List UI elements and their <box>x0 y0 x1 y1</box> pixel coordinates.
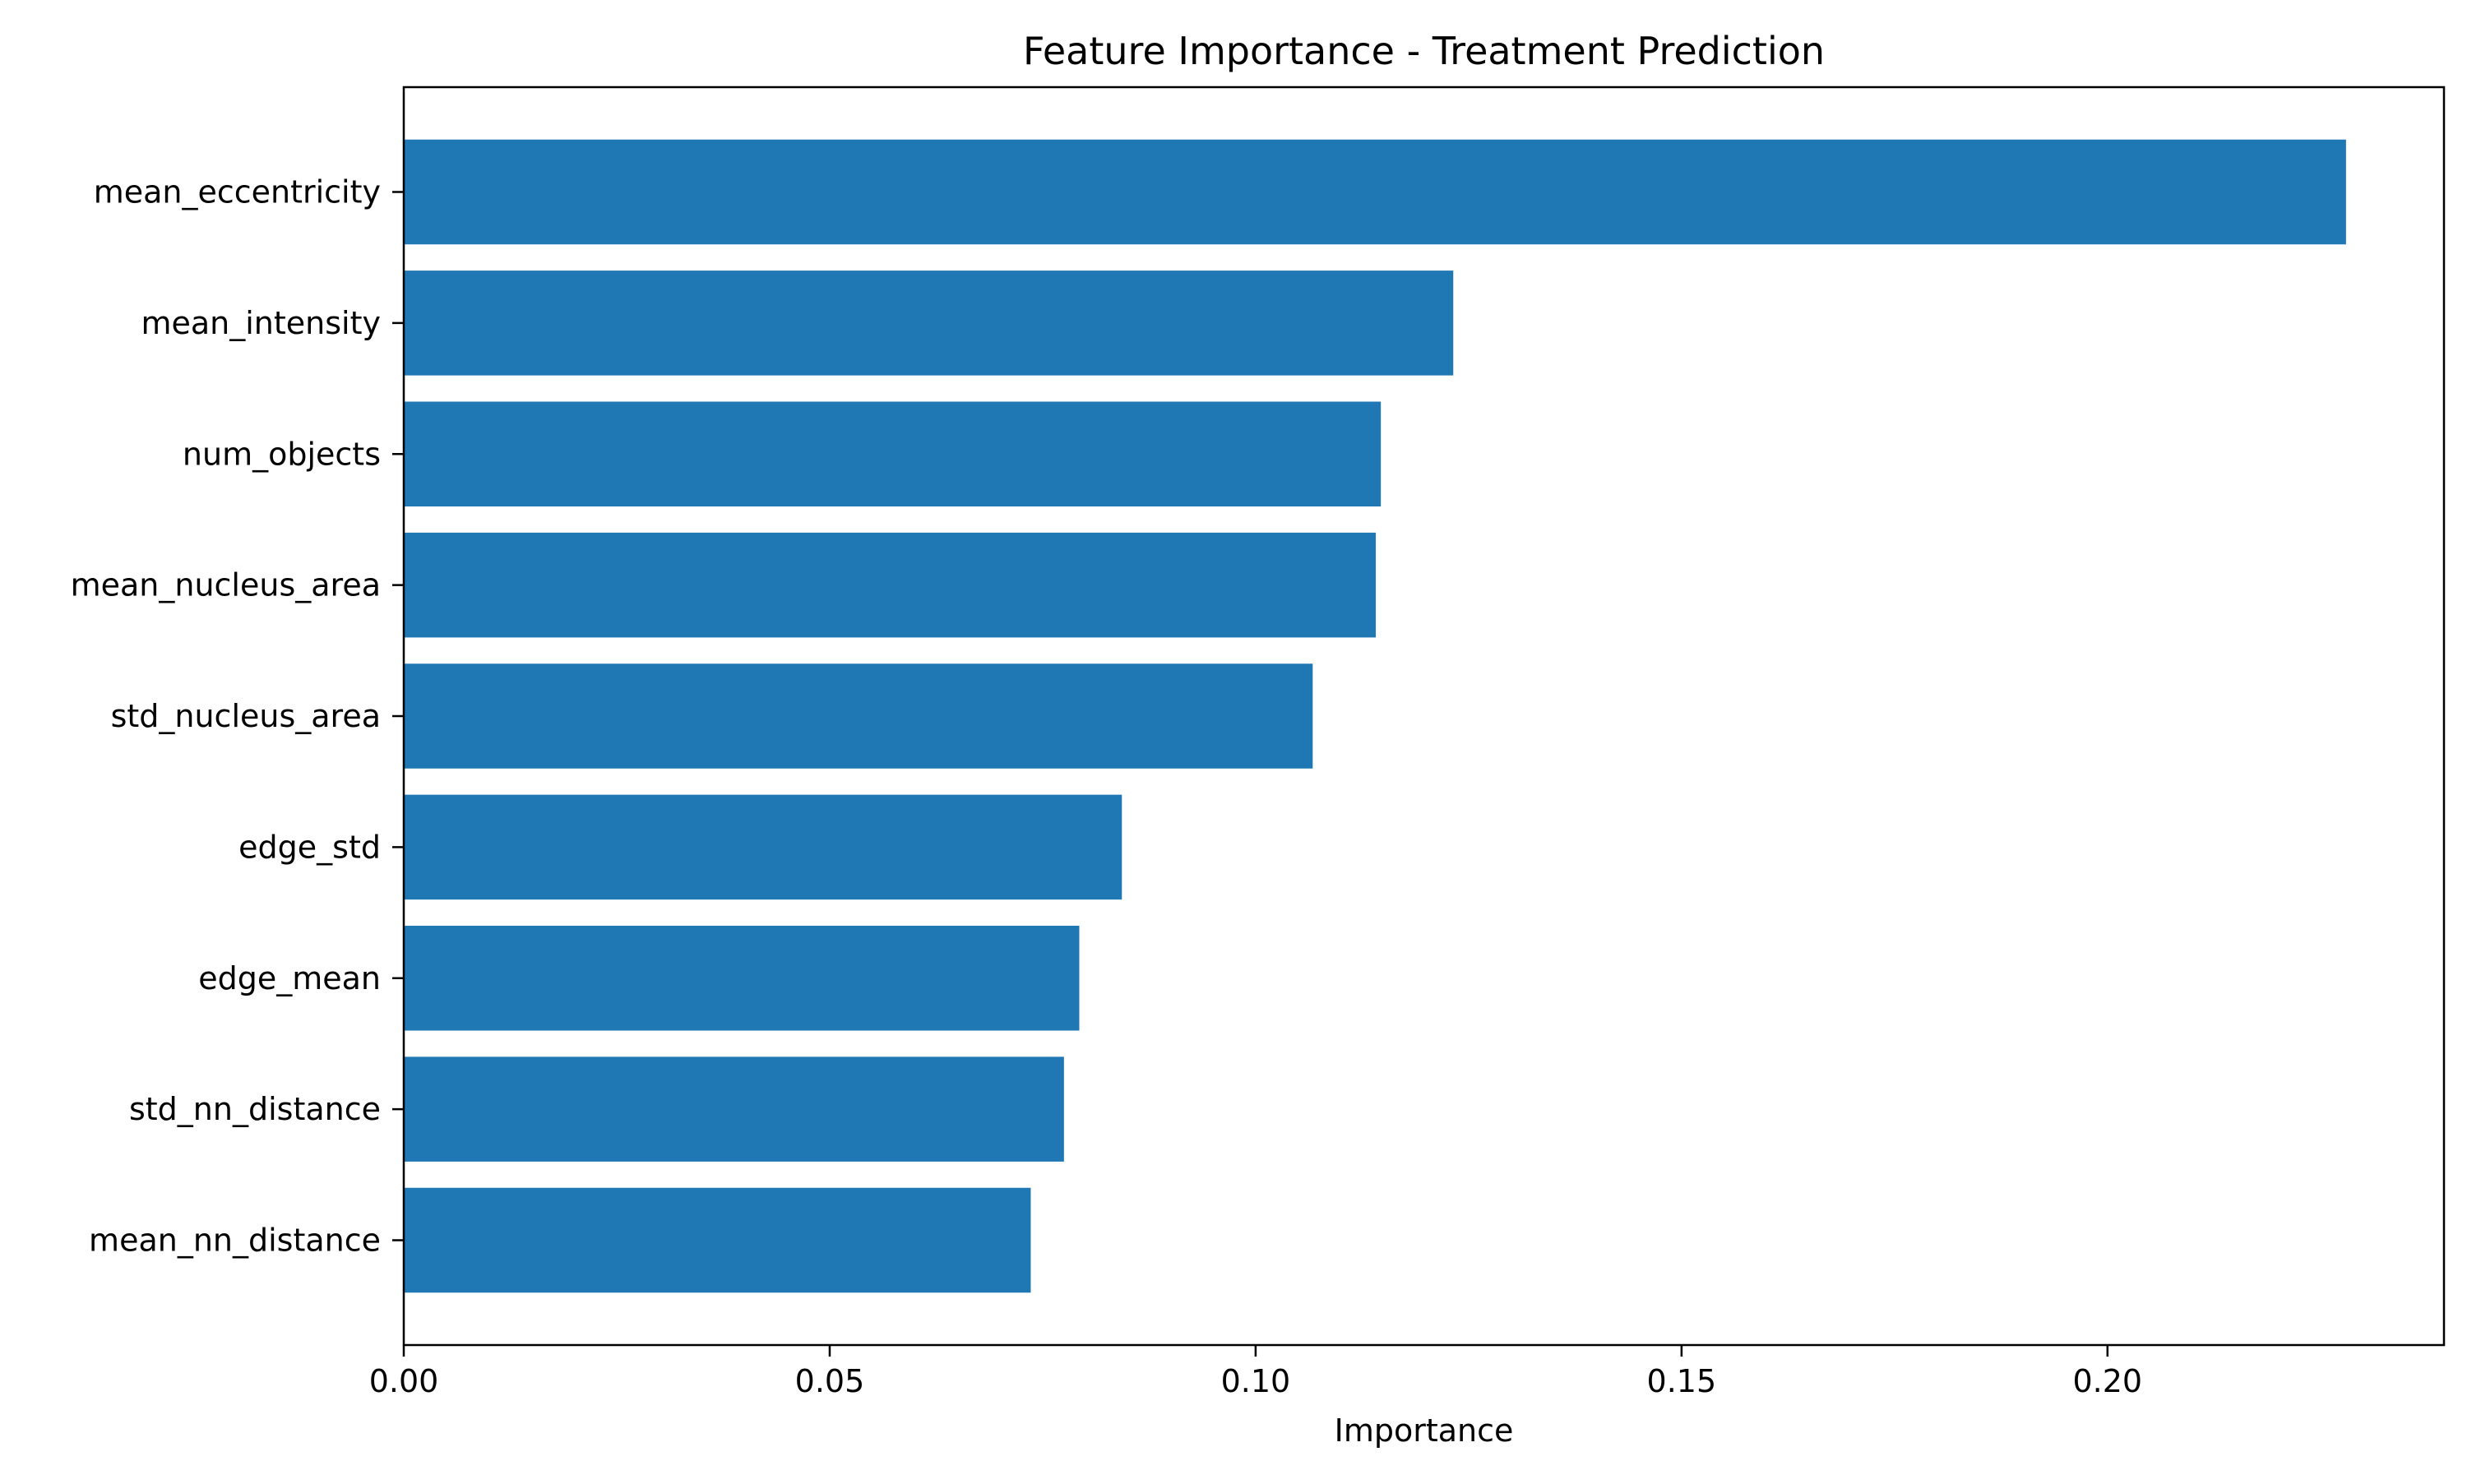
bar-mean-nucleus-area <box>404 532 1376 638</box>
bar-mean-nn-distance <box>404 1187 1031 1293</box>
bars-layer <box>404 139 2346 1293</box>
y-tick-label: mean_nn_distance <box>89 1223 381 1259</box>
x-axis-label: Importance <box>1335 1412 1514 1449</box>
plot-frame <box>402 86 2446 1347</box>
y-tick-label: mean_eccentricity <box>94 174 381 210</box>
bar-edge-mean <box>404 926 1080 1031</box>
y-tick-label: edge_std <box>238 829 381 865</box>
bar-mean-intensity <box>404 270 1454 376</box>
bar-std-nn-distance <box>404 1056 1064 1162</box>
y-tick-label: num_objects <box>183 436 381 472</box>
y-axis: mean_eccentricity mean_intensity num_objec… <box>71 174 404 1259</box>
x-tick-label: 0.10 <box>1221 1363 1291 1399</box>
bar-edge-std <box>404 794 1122 900</box>
y-tick-label: mean_nucleus_area <box>71 567 381 603</box>
y-tick-label: edge_mean <box>198 960 381 996</box>
y-tick-label: std_nucleus_area <box>111 698 381 734</box>
y-tick-label: mean_intensity <box>141 305 381 341</box>
y-tick-label: std_nn_distance <box>129 1091 381 1127</box>
x-tick-label: 0.00 <box>369 1363 439 1399</box>
x-tick-label: 0.15 <box>1647 1363 1717 1399</box>
bar-mean-eccentricity <box>404 139 2346 245</box>
x-tick-label: 0.20 <box>2073 1363 2143 1399</box>
x-tick-label: 0.05 <box>795 1363 865 1399</box>
bar-std-nucleus-area <box>404 663 1313 769</box>
x-axis: 0.00 0.05 0.10 0.15 0.20 <box>369 1345 2142 1399</box>
bar-num-objects <box>404 401 1382 506</box>
chart-title: Feature Importance - Treatment Predictio… <box>1023 29 1825 73</box>
